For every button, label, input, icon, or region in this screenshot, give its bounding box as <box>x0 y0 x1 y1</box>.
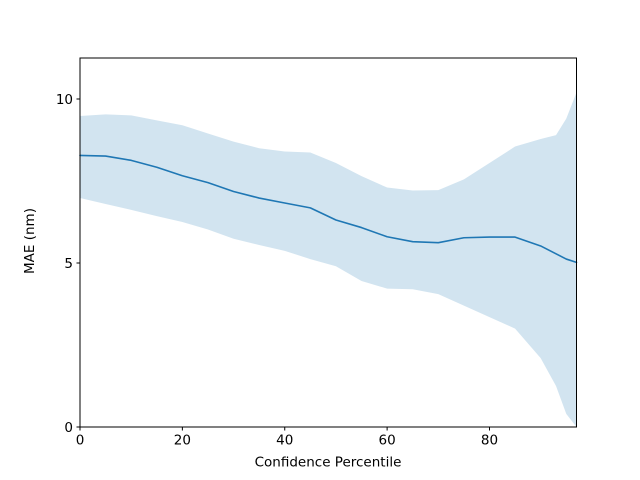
y-tick-label: 0 <box>64 420 73 436</box>
plot-layer: 0 20 40 60 80 0 5 10 <box>56 57 578 449</box>
x-tick-label: 40 <box>276 433 293 449</box>
x-axis-label: Confidence Percentile <box>255 455 402 471</box>
confidence-band <box>80 92 577 427</box>
x-tick-label: 80 <box>481 433 498 449</box>
x-tick-label: 60 <box>379 433 396 449</box>
y-axis-label: MAE (nm) <box>22 208 38 274</box>
plot-border <box>79 57 577 428</box>
x-tick-label: 0 <box>76 433 85 449</box>
x-tick-label: 20 <box>174 433 191 449</box>
mae-line <box>79 154 578 264</box>
y-tick-label: 10 <box>56 92 73 108</box>
y-tick-label: 5 <box>64 256 73 272</box>
